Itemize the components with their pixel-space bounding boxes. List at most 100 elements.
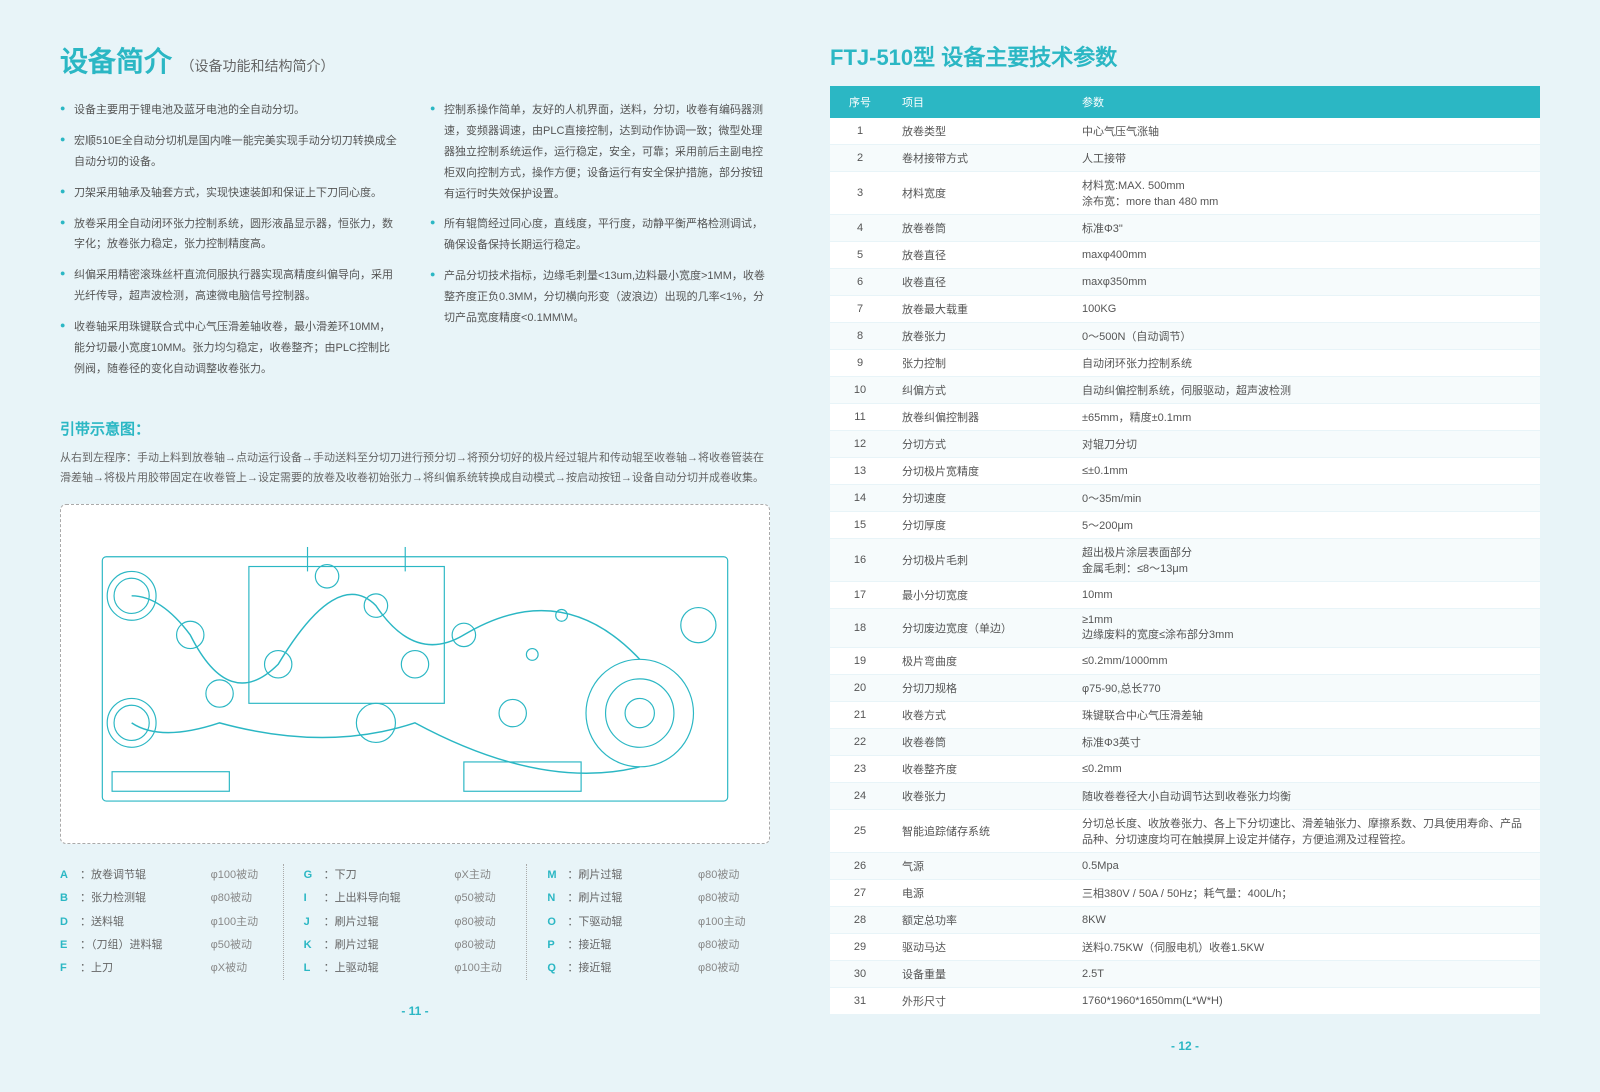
cell-param: ≥1mm边缘废料的宽度≤涂布部分3mm: [1070, 609, 1540, 648]
table-row: 27电源三相380V / 50A / 50Hz；耗气量：400L/h；: [830, 880, 1540, 907]
legend-spec: φ80被动: [211, 887, 271, 910]
legend-code: N: [547, 887, 567, 910]
legend-spec: φ100被动: [211, 864, 271, 887]
cell-seq: 10: [830, 377, 890, 404]
cell-item: 收卷张力: [890, 783, 1070, 810]
legend-label: ：放卷调节辊: [80, 864, 211, 887]
legend-item: K：刷片过辊φ80被动: [304, 934, 515, 957]
cell-seq: 30: [830, 961, 890, 988]
cell-seq: 24: [830, 783, 890, 810]
table-row: 20分切刀规格φ75-90,总长770: [830, 675, 1540, 702]
cell-item: 气源: [890, 853, 1070, 880]
legend-label: ：上驱动辊: [324, 957, 455, 980]
feature-item: 所有辊筒经过同心度，直线度，平行度，动静平衡严格检测调试，确保设备保持长期运行稳…: [430, 214, 770, 256]
legend-code: O: [547, 911, 567, 934]
table-row: 29驱动马达送料0.75KW（伺服电机）收卷1.5KW: [830, 934, 1540, 961]
legend-label: ：刷片过辊: [567, 864, 698, 887]
cell-item: 分切极片毛刺: [890, 539, 1070, 582]
legend-spec: φX主动: [454, 864, 514, 887]
table-row: 1放卷类型中心气压气涨轴: [830, 118, 1540, 145]
feature-item: 纠偏采用精密滚珠丝杆直流伺服执行器实现高精度纠偏导向，采用光纤传导，超声波检测，…: [60, 265, 400, 307]
cell-param: 中心气压气涨轴: [1070, 118, 1540, 145]
legend-code: G: [304, 864, 324, 887]
cell-param: φ75-90,总长770: [1070, 675, 1540, 702]
cell-param: 标准Φ3英寸: [1070, 729, 1540, 756]
legend-spec: φ100主动: [211, 911, 271, 934]
legend-code: K: [304, 934, 324, 957]
table-row: 8放卷张力0～500N（自动调节）: [830, 323, 1540, 350]
legend-code: F: [60, 957, 80, 980]
legend-code: B: [60, 887, 80, 910]
cell-item: 张力控制: [890, 350, 1070, 377]
legend-label: ：送料辊: [80, 911, 211, 934]
diagram-svg: [73, 517, 757, 831]
cell-item: 放卷直径: [890, 242, 1070, 269]
cell-seq: 5: [830, 242, 890, 269]
page-11: 设备简介 （设备功能和结构简介） 设备主要用于锂电池及蓝牙电池的全自动分切。宏顺…: [60, 40, 770, 1052]
legend-spec: φ80被动: [698, 864, 758, 887]
legend-code: Q: [547, 957, 567, 980]
cell-seq: 20: [830, 675, 890, 702]
cell-seq: 28: [830, 907, 890, 934]
legend-label: ：（刀组）进料辊: [80, 934, 211, 957]
legend-item: F：上刀φX被动: [60, 957, 271, 980]
legend-item: N：刷片过辊φ80被动: [547, 887, 758, 910]
legend-item: M：刷片过辊φ80被动: [547, 864, 758, 887]
cell-param: 自动纠偏控制系统，伺服驱动，超声波检测: [1070, 377, 1540, 404]
legend-spec: φ50被动: [454, 887, 514, 910]
table-row: 22收卷卷筒标准Φ3英寸: [830, 729, 1540, 756]
features-col-1: 设备主要用于锂电池及蓝牙电池的全自动分切。宏顺510E全自动分切机是国内唯一能完…: [60, 100, 400, 390]
cell-param: 0～35m/min: [1070, 485, 1540, 512]
legend-spec: φ50被动: [211, 934, 271, 957]
cell-item: 放卷纠偏控制器: [890, 404, 1070, 431]
cell-param: 送料0.75KW（伺服电机）收卷1.5KW: [1070, 934, 1540, 961]
legend-item: B：张力检测辊φ80被动: [60, 887, 271, 910]
cell-item: 分切厚度: [890, 512, 1070, 539]
cell-param: 0.5Mpa: [1070, 853, 1540, 880]
table-row: 19极片弯曲度≤0.2mm/1000mm: [830, 648, 1540, 675]
legend-spec: φX被动: [211, 957, 271, 980]
cell-seq: 3: [830, 172, 890, 215]
legend-item: L：上驱动辊φ100主动: [304, 957, 515, 980]
cell-param: 0～500N（自动调节）: [1070, 323, 1540, 350]
cell-item: 收卷整齐度: [890, 756, 1070, 783]
cell-seq: 31: [830, 988, 890, 1015]
cell-param: 10mm: [1070, 582, 1540, 609]
cell-item: 纠偏方式: [890, 377, 1070, 404]
left-title-bar: 设备简介 （设备功能和结构简介）: [60, 40, 770, 80]
legend-code: M: [547, 864, 567, 887]
page-number-left: - 11 -: [60, 1004, 770, 1018]
legend-item: E：（刀组）进料辊φ50被动: [60, 934, 271, 957]
cell-item: 放卷张力: [890, 323, 1070, 350]
legend-col: M：刷片过辊φ80被动N：刷片过辊φ80被动O：下驱动辊φ100主动P：接近辊φ…: [547, 864, 770, 979]
cell-seq: 12: [830, 431, 890, 458]
legend-label: ：上出料导向辊: [324, 887, 455, 910]
cell-seq: 27: [830, 880, 890, 907]
cell-item: 额定总功率: [890, 907, 1070, 934]
table-row: 25智能追踪储存系统分切总长度、收放卷张力、各上下分切速比、滑差轴张力、摩擦系数…: [830, 810, 1540, 853]
table-row: 14分切速度0～35m/min: [830, 485, 1540, 512]
cell-item: 收卷直径: [890, 269, 1070, 296]
cell-param: 5～200μm: [1070, 512, 1540, 539]
cell-seq: 29: [830, 934, 890, 961]
cell-param: 珠键联合中心气压滑差轴: [1070, 702, 1540, 729]
table-row: 4放卷卷筒标准Φ3": [830, 215, 1540, 242]
legend-code: L: [304, 957, 324, 980]
table-row: 30设备重量2.5T: [830, 961, 1540, 988]
table-row: 18分切废边宽度（单边）≥1mm边缘废料的宽度≤涂布部分3mm: [830, 609, 1540, 648]
table-row: 7放卷最大载重100KG: [830, 296, 1540, 323]
legend-code: A: [60, 864, 80, 887]
cell-seq: 23: [830, 756, 890, 783]
cell-param: 人工接带: [1070, 145, 1540, 172]
feature-item: 收卷轴采用珠键联合式中心气压滑差轴收卷，最小滑差环10MM，能分切最小宽度10M…: [60, 317, 400, 380]
legend-spec: φ80被动: [698, 934, 758, 957]
cell-seq: 26: [830, 853, 890, 880]
cell-param: ≤±0.1mm: [1070, 458, 1540, 485]
table-row: 9张力控制自动闭环张力控制系统: [830, 350, 1540, 377]
legend-label: ：下驱动辊: [567, 911, 698, 934]
legend-spec: φ100主动: [454, 957, 514, 980]
cell-item: 收卷方式: [890, 702, 1070, 729]
legend-row: A：放卷调节辊φ100被动B：张力检测辊φ80被动D：送料辊φ100主动E：（刀…: [60, 864, 770, 979]
table-row: 10纠偏方式自动纠偏控制系统，伺服驱动，超声波检测: [830, 377, 1540, 404]
spec-table: 序号 项目 参数 1放卷类型中心气压气涨轴2卷材接带方式人工接带3材料宽度材料宽…: [830, 86, 1540, 1015]
